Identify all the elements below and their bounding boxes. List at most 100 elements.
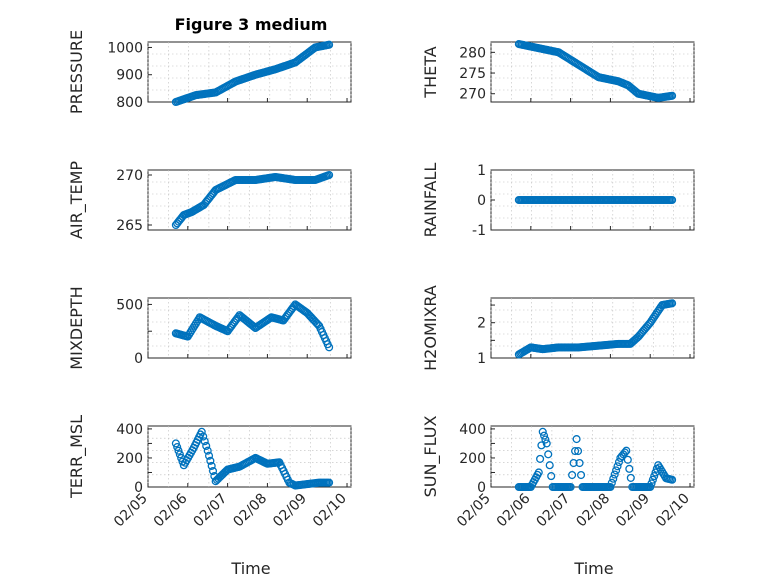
y-tick-label: 280: [459, 45, 486, 61]
data-point: [572, 435, 581, 444]
y-axis-label: THETA: [421, 46, 440, 98]
y-tick-label: 1: [477, 163, 486, 179]
data-point: [175, 450, 184, 459]
data-point: [207, 461, 216, 470]
data-point: [625, 464, 634, 473]
y-tick-label: 275: [459, 66, 486, 82]
subplot-4: -1 0 1 RAINFALL: [421, 163, 695, 239]
data-point: [538, 427, 547, 436]
data-point: [208, 466, 218, 476]
y-axis-label: AIR_TEMP: [67, 161, 87, 239]
data-point: [197, 427, 206, 436]
y-tick-label: 265: [116, 218, 143, 234]
x-axis-label-right: Time: [573, 559, 613, 578]
figure-title: Figure 3 medium: [175, 15, 328, 34]
data-point: [204, 451, 214, 460]
data-point: [577, 470, 586, 480]
data-point: [199, 432, 208, 441]
y-tick-label: 200: [116, 451, 143, 467]
data-point: [203, 446, 212, 455]
data-point: [646, 482, 655, 492]
data-point: [544, 450, 553, 459]
data-point: [534, 468, 543, 477]
data-point: [575, 458, 584, 468]
data-point: [200, 437, 209, 446]
y-axis-label: H2OMIXRA: [421, 285, 440, 371]
data-point: [648, 475, 657, 484]
y-tick-label: 500: [116, 297, 143, 313]
subplot-3: 265 270 AIR_TEMP: [67, 161, 352, 239]
y-axis-label: RAINFALL: [421, 163, 440, 238]
y-axis-label: MIXDEPTH: [67, 286, 86, 369]
data-point: [325, 343, 334, 352]
y-tick-label: 1: [477, 351, 486, 367]
data-point: [610, 470, 619, 479]
x-tick-label: 02/07: [534, 491, 574, 531]
subplot-8: 0 200 400 02/05 02/06 02/07 02/08 02/09 02/10 SUN…: [421, 416, 695, 531]
data-point: [202, 441, 211, 451]
x-tick-label: 02/06: [494, 490, 534, 530]
data-point: [325, 40, 334, 49]
y-tick-label: -1: [472, 223, 486, 239]
data-point: [536, 454, 545, 463]
y-tick-label: 400: [116, 422, 143, 438]
x-tick-label: 02/05: [111, 491, 151, 531]
data-point: [173, 443, 182, 452]
data-point: [568, 470, 577, 480]
data-point: [623, 455, 632, 464]
x-axis-label-left: Time: [230, 559, 270, 578]
y-tick-label: 800: [116, 95, 143, 111]
data-point: [622, 446, 631, 455]
data-point: [547, 472, 556, 481]
subplot-7: 0 200 400 02/05 02/06 02/07 02/08 02/09 02/10 TER…: [67, 415, 352, 531]
data-point: [607, 478, 616, 487]
x-tick-label: 02/06: [151, 490, 191, 530]
y-tick-label: 0: [477, 193, 486, 209]
data-point: [325, 478, 334, 487]
data-point: [606, 482, 615, 492]
y-tick-label: 0: [477, 480, 486, 496]
axes-box: [147, 41, 352, 103]
y-tick-label: 900: [116, 68, 143, 84]
x-tick-label: 02/10: [310, 491, 350, 531]
x-tick-label: 02/07: [191, 491, 231, 531]
data-point: [668, 91, 677, 100]
data-point: [171, 439, 180, 448]
y-tick-label: 270: [116, 168, 143, 184]
x-tick-label: 02/09: [613, 491, 653, 531]
x-tick-label: 02/08: [230, 491, 270, 531]
data-point: [609, 474, 618, 483]
y-tick-label: 200: [459, 451, 486, 467]
y-axis-label: SUN_FLUX: [421, 416, 441, 498]
y-tick-label: 400: [459, 422, 486, 438]
data-point: [571, 447, 580, 456]
data-point: [569, 458, 578, 468]
data-point: [650, 472, 659, 481]
subplot-6: 1 2 H2OMIXRA: [421, 285, 695, 371]
data-point: [542, 439, 551, 448]
data-point: [537, 441, 546, 450]
x-tick-label: 02/10: [653, 491, 693, 531]
data-point: [668, 195, 677, 205]
data-point: [626, 473, 635, 482]
x-tick-label: 02/09: [270, 491, 310, 531]
data-point: [668, 475, 677, 484]
data-point: [668, 299, 677, 308]
data-point: [612, 466, 621, 475]
x-tick-label: 02/08: [573, 491, 613, 531]
y-tick-label: 2: [477, 316, 486, 332]
y-tick-label: 0: [134, 480, 143, 496]
subplot-5: 0 500 MIXDEPTH: [67, 286, 352, 370]
y-axis-label: PRESSURE: [67, 30, 86, 114]
subplot-2: 270 275 280 THETA: [421, 40, 695, 103]
data-point: [545, 461, 554, 470]
subplot-1: 800 900 1000 PRESSURE: [67, 30, 352, 114]
y-tick-label: 1000: [107, 40, 143, 56]
data-point: [566, 482, 575, 492]
data-point: [206, 456, 215, 465]
y-axis-label: TERR_MSL: [67, 415, 87, 499]
data-point: [325, 170, 334, 180]
data-point: [574, 447, 583, 456]
